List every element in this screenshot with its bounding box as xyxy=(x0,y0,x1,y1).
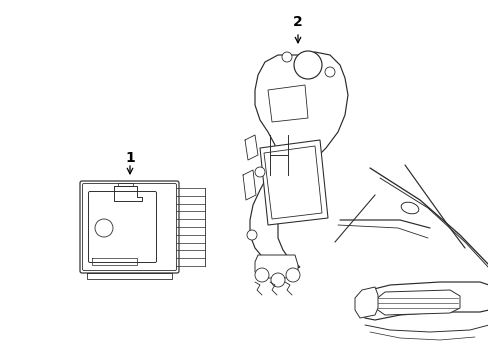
Polygon shape xyxy=(249,52,347,270)
Polygon shape xyxy=(354,287,377,318)
FancyBboxPatch shape xyxy=(82,184,176,270)
Circle shape xyxy=(325,67,334,77)
Polygon shape xyxy=(260,140,327,225)
Circle shape xyxy=(270,273,285,287)
Text: 2: 2 xyxy=(292,15,302,29)
Polygon shape xyxy=(361,282,488,320)
Circle shape xyxy=(280,263,289,273)
Polygon shape xyxy=(264,146,321,219)
Text: 1: 1 xyxy=(125,151,135,165)
Circle shape xyxy=(282,52,291,62)
Circle shape xyxy=(254,268,268,282)
Circle shape xyxy=(293,51,321,79)
Polygon shape xyxy=(374,290,459,315)
Polygon shape xyxy=(254,255,297,278)
FancyBboxPatch shape xyxy=(88,192,156,262)
Circle shape xyxy=(95,219,113,237)
Circle shape xyxy=(254,167,264,177)
Polygon shape xyxy=(267,85,307,122)
Ellipse shape xyxy=(400,202,418,214)
Circle shape xyxy=(246,230,257,240)
FancyBboxPatch shape xyxy=(80,181,179,273)
Circle shape xyxy=(285,268,299,282)
